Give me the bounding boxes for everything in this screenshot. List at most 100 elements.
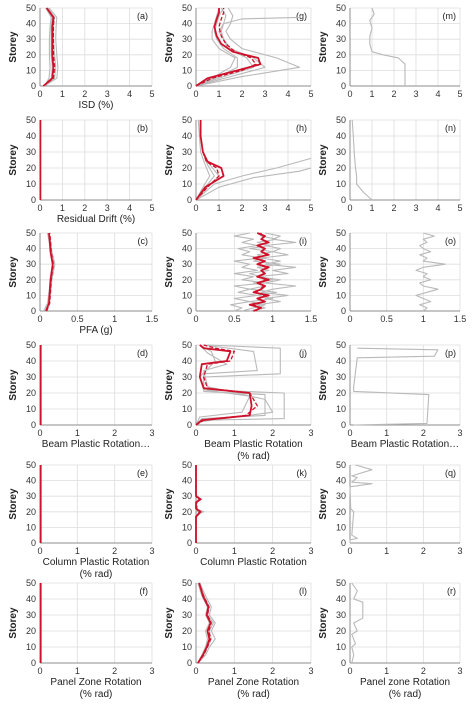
y-axis-label: Storey xyxy=(164,488,175,520)
y-tick-label: 40 xyxy=(26,594,36,604)
y-axis-label: Storey xyxy=(318,607,329,639)
x-tick-label: 2 xyxy=(391,89,396,99)
y-tick-label: 0 xyxy=(341,195,346,205)
x-tick-label: 2 xyxy=(112,428,117,438)
x-tick-label: 2 xyxy=(82,89,87,99)
y-tick-label: 50 xyxy=(182,228,192,238)
x-tick-label: 0 xyxy=(347,89,352,99)
median-series-line xyxy=(248,232,270,312)
y-tick-label: 50 xyxy=(182,340,192,350)
y-tick-label: 20 xyxy=(182,507,192,517)
x-tick-label: 2 xyxy=(112,546,117,556)
x-tick-label: 0 xyxy=(347,546,352,556)
x-tick-label: 1 xyxy=(232,428,237,438)
median-series-line xyxy=(195,8,262,87)
x-tick-label: 3 xyxy=(413,203,418,213)
x-tick-label: 2 xyxy=(270,666,275,676)
y-tick-label: 40 xyxy=(336,476,346,486)
panel-b: 0 10 20 30 40 50 0 1 2 3 4 5 Storey (b) Residual Drift… xyxy=(8,115,155,225)
panel-k: 0 10 20 30 40 50 0 1 2 3 Storey (k) Column Plastic R… xyxy=(164,460,314,568)
x-tick-label: 5 xyxy=(149,89,154,99)
y-tick-label: 10 xyxy=(26,404,36,414)
x-tick-label: 0 xyxy=(193,546,198,556)
x-tick-label: 4 xyxy=(435,89,440,99)
x-tick-label: 3 xyxy=(457,546,462,556)
y-axis-label: Storey xyxy=(164,144,175,176)
x-tick-label: 1 xyxy=(60,89,65,99)
y-tick-label: 0 xyxy=(341,420,346,430)
x-tick-label: 5 xyxy=(308,203,313,213)
y-tick-label: 30 xyxy=(182,372,192,382)
y-tick-label: 30 xyxy=(26,491,36,501)
y-tick-label: 50 xyxy=(182,578,192,588)
y-tick-label: 40 xyxy=(26,19,36,29)
x-tick-label: 1 xyxy=(75,546,80,556)
record-series-line xyxy=(349,464,373,543)
x-tick-label: 3 xyxy=(105,203,110,213)
x-tick-label: 2 xyxy=(421,546,426,556)
record-series-line xyxy=(195,167,312,201)
y-tick-label: 30 xyxy=(26,34,36,44)
y-tick-label: 30 xyxy=(336,259,346,269)
x-axis-label: ISD (%) xyxy=(79,100,114,111)
x-tick-label: 1 xyxy=(60,203,65,213)
y-tick-label: 40 xyxy=(182,594,192,604)
record-series-line xyxy=(353,347,439,426)
panel-n: 0 10 20 30 40 50 0 1 2 3 4 5 Storey (n) xyxy=(318,115,463,213)
x-tick-label: 1 xyxy=(421,314,426,324)
y-tick-label: 30 xyxy=(26,610,36,620)
y-tick-label: 0 xyxy=(31,538,36,548)
y-tick-label: 50 xyxy=(336,115,346,125)
y-tick-label: 50 xyxy=(336,460,346,470)
x-tick-label: 1 xyxy=(369,203,374,213)
y-axis-label: Storey xyxy=(8,607,19,639)
panel-label: (e) xyxy=(137,468,148,478)
x-tick-label: 2 xyxy=(270,546,275,556)
y-tick-label: 50 xyxy=(26,228,36,238)
y-tick-label: 0 xyxy=(187,538,192,548)
x-tick-label: 0 xyxy=(347,203,352,213)
y-tick-label: 20 xyxy=(26,50,36,60)
panel-g: 0 10 20 30 40 50 0 1 2 3 4 5 Storey (g) xyxy=(164,3,314,99)
record-series-line xyxy=(195,465,205,543)
x-tick-label: 0.5 xyxy=(228,314,241,324)
y-tick-label: 0 xyxy=(31,420,36,430)
x-tick-label: 1 xyxy=(232,546,237,556)
y-tick-label: 40 xyxy=(336,244,346,254)
y-tick-label: 20 xyxy=(336,163,346,173)
x-tick-label: 0 xyxy=(193,428,198,438)
y-tick-label: 0 xyxy=(341,81,346,91)
x-tick-label: 3 xyxy=(308,666,313,676)
panel-label: (o) xyxy=(445,236,456,246)
record-series-line xyxy=(229,232,266,312)
x-tick-label: 4 xyxy=(285,203,290,213)
record-series-line xyxy=(195,157,312,201)
y-tick-label: 20 xyxy=(336,626,346,636)
x-tick-label: 3 xyxy=(105,89,110,99)
panel-c: 0 10 20 30 40 50 0 0.5 1 1.5 Storey (c) PFA (g) xyxy=(8,228,158,336)
record-series-line xyxy=(369,7,406,86)
panel-label: (c) xyxy=(138,236,149,246)
panel-h: 0 10 20 30 40 50 0 1 2 3 4 5 Storey (h) xyxy=(164,115,314,213)
y-tick-label: 40 xyxy=(336,594,346,604)
record-series-line xyxy=(195,119,211,201)
x-tick-label: 3 xyxy=(308,428,313,438)
y-tick-label: 10 xyxy=(336,65,346,75)
record-series-line xyxy=(197,582,216,664)
x-tick-label: 1 xyxy=(384,546,389,556)
x-tick-label: 0 xyxy=(37,666,42,676)
y-tick-label: 30 xyxy=(182,610,192,620)
y-tick-label: 20 xyxy=(336,388,346,398)
y-tick-label: 50 xyxy=(336,3,346,13)
x-tick-label: 0 xyxy=(37,428,42,438)
y-tick-label: 20 xyxy=(26,275,36,285)
y-tick-label: 10 xyxy=(26,290,36,300)
median-series-line xyxy=(195,120,225,201)
y-tick-label: 50 xyxy=(26,3,36,13)
record-series-line xyxy=(195,344,285,426)
x-tick-label: 0.5 xyxy=(71,314,84,324)
y-tick-label: 40 xyxy=(182,356,192,366)
x-tick-label: 1 xyxy=(270,314,275,324)
x-tick-label: 3 xyxy=(308,546,313,556)
y-axis-label: Storey xyxy=(318,369,329,401)
